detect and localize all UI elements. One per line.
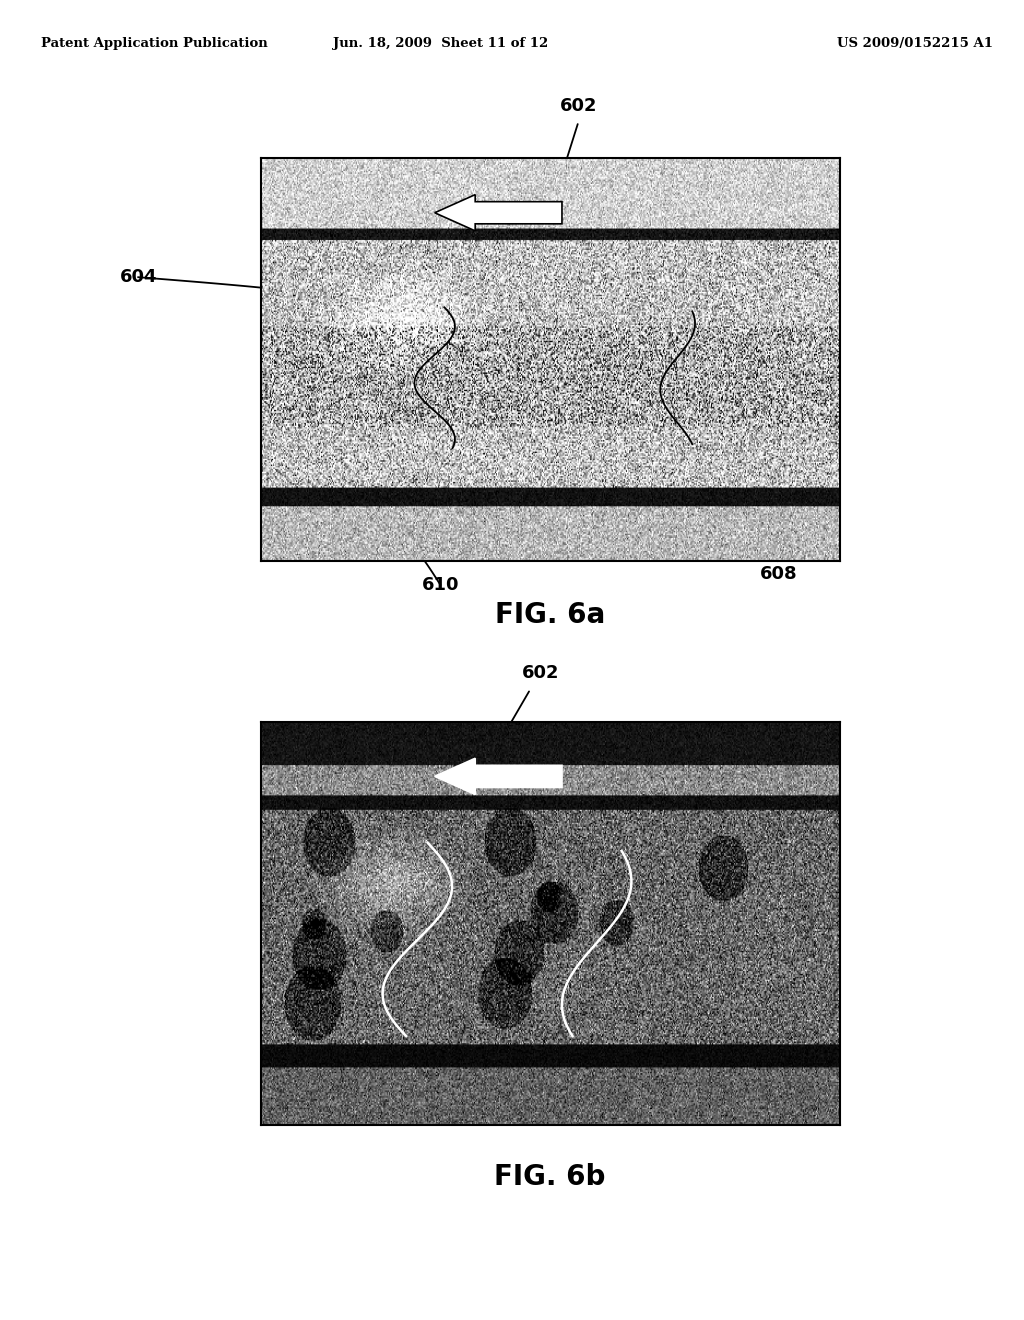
Text: 612: 612: [419, 997, 451, 1011]
Text: Patent Application Publication: Patent Application Publication: [41, 37, 267, 50]
Text: US 2009/0152215 A1: US 2009/0152215 A1: [838, 37, 993, 50]
Text: 614: 614: [523, 1081, 555, 1096]
FancyArrow shape: [434, 194, 562, 231]
Text: 606: 606: [500, 507, 531, 523]
Text: Jun. 18, 2009  Sheet 11 of 12: Jun. 18, 2009 Sheet 11 of 12: [333, 37, 548, 50]
Text: 604: 604: [120, 268, 157, 286]
Text: 608: 608: [760, 565, 797, 583]
FancyArrow shape: [434, 758, 562, 795]
Text: FIG. 6b: FIG. 6b: [495, 1163, 605, 1192]
Text: 610: 610: [422, 576, 459, 594]
Text: 602: 602: [522, 664, 559, 682]
Text: FIG. 6a: FIG. 6a: [495, 601, 605, 630]
Text: 602: 602: [560, 96, 597, 115]
